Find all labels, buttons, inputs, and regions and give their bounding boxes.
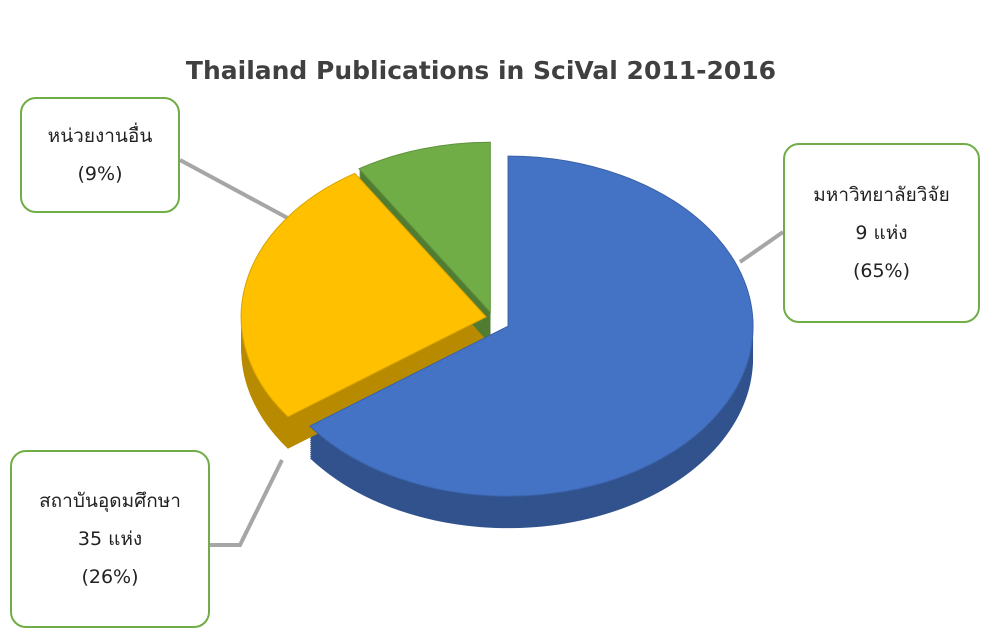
leader-line xyxy=(179,158,296,224)
slice xyxy=(308,155,754,497)
value-label: (9%) xyxy=(77,163,123,185)
leader-line xyxy=(210,459,284,547)
slice xyxy=(358,141,491,314)
category-label: หน่วยงานอื่น xyxy=(47,125,153,147)
chart-title: Thailand Publications in SciVal 2011-201… xyxy=(185,56,777,85)
data-callout: สถาบันอุดมศึกษา 35 แห่ง (26%) xyxy=(10,450,210,628)
value-label: (26%) xyxy=(81,566,139,588)
category-label: มหาวิทยาลัยวิจัย 9 แห่ง xyxy=(813,184,950,244)
slice-tops xyxy=(240,141,754,497)
data-callout: มหาวิทยาลัยวิจัย 9 แห่ง (65%) xyxy=(783,143,980,323)
slice xyxy=(240,172,487,418)
data-callout: หน่วยงานอื่น (9%) xyxy=(20,97,180,213)
leader-line xyxy=(738,230,785,264)
value-label: (65%) xyxy=(852,260,911,282)
category-label: สถาบันอุดมศึกษา 35 แห่ง xyxy=(39,490,181,550)
